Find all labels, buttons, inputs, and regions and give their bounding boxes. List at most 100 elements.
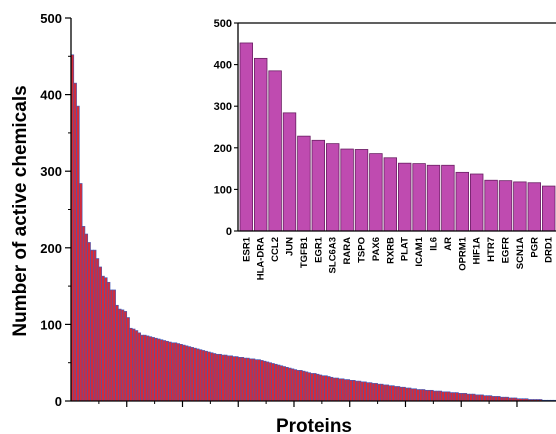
main-bar xyxy=(382,384,387,402)
inset-category-label: EGFR xyxy=(501,237,512,264)
main-bar xyxy=(313,373,317,402)
main-bar xyxy=(402,386,406,402)
inset-bar xyxy=(268,70,282,232)
main-bar xyxy=(112,289,116,402)
main-bar xyxy=(190,347,194,402)
main-bar xyxy=(257,359,261,402)
main-bar xyxy=(341,378,345,402)
main-bar xyxy=(271,363,275,402)
main-x-axis-title: Proteins xyxy=(276,416,352,434)
main-bar xyxy=(380,383,384,402)
main-bar xyxy=(274,363,278,402)
main-bar xyxy=(346,379,351,402)
main-bar xyxy=(224,354,228,402)
main-bar xyxy=(355,380,359,402)
main-bar xyxy=(391,385,395,402)
main-bars xyxy=(70,54,556,402)
main-bar xyxy=(338,378,342,402)
main-bar xyxy=(132,328,136,402)
main-bar xyxy=(419,389,423,402)
inset-category-label: ESR1 xyxy=(241,236,252,262)
inset-chart: 0 100 200 300 400 500 ESR1 HLA-DRA CCL2 JUN TGFB1… xyxy=(214,18,556,280)
inset-bar xyxy=(412,163,426,232)
main-bar xyxy=(491,396,495,402)
main-bar xyxy=(165,340,169,402)
main-bar xyxy=(201,350,206,402)
inset-category-label: PLAT xyxy=(400,237,411,261)
main-y-ticks: 0 100 200 300 400 500 xyxy=(40,11,71,409)
main-bar xyxy=(438,390,443,402)
inset-category-label: DRD1 xyxy=(544,236,555,263)
main-chart: 0 100 200 300 400 500 Proteins Number of acti… xyxy=(10,11,556,434)
main-bar xyxy=(463,393,468,402)
main-bar xyxy=(226,355,231,402)
main-bar xyxy=(207,351,211,402)
main-bar xyxy=(268,362,272,402)
inset-category-label: AR xyxy=(443,237,454,251)
main-bar xyxy=(357,380,362,402)
main-bar xyxy=(210,352,214,402)
main-bar xyxy=(363,381,367,402)
main-bar xyxy=(405,387,409,402)
main-bar xyxy=(299,370,303,402)
main-bar xyxy=(343,379,348,402)
main-bar xyxy=(148,336,153,402)
main-bar xyxy=(115,304,119,402)
inset-bar xyxy=(469,173,484,232)
main-bar xyxy=(93,249,97,402)
inset-category-label: OPRM1 xyxy=(457,236,468,271)
main-bar xyxy=(421,389,426,402)
main-bar xyxy=(477,394,482,402)
main-bar xyxy=(394,386,398,402)
main-y-tick-label: 200 xyxy=(40,241,62,256)
main-bar xyxy=(427,389,431,402)
inset-y-tick-label: 300 xyxy=(214,101,232,113)
inset-category-label: HTR7 xyxy=(486,237,497,262)
main-bar xyxy=(279,365,284,402)
main-bar xyxy=(173,342,178,402)
main-bar xyxy=(472,393,476,402)
main-bar xyxy=(249,358,253,402)
main-bar xyxy=(360,381,364,402)
main-y-axis-title: Number of active chemicals xyxy=(10,85,31,336)
main-bar xyxy=(446,391,451,402)
main-bar xyxy=(179,344,183,402)
inset-y-tick-label: 100 xyxy=(214,184,232,196)
main-bar xyxy=(168,341,172,402)
main-bar xyxy=(123,311,128,402)
main-bar xyxy=(385,384,390,402)
main-bar xyxy=(321,375,325,402)
main-bar xyxy=(377,383,381,402)
main-bar xyxy=(374,383,378,402)
inset-bar xyxy=(282,112,297,232)
main-bar xyxy=(162,340,167,402)
main-bar xyxy=(243,357,247,402)
inset-y-tick-label: 0 xyxy=(226,226,232,238)
main-y-tick-label: 500 xyxy=(40,11,62,26)
main-bar xyxy=(483,395,487,402)
inset-category-label: RARA xyxy=(342,237,353,265)
main-bar xyxy=(221,354,225,402)
inset-category-label: TSPO xyxy=(357,237,368,263)
main-bar xyxy=(198,349,203,402)
main-bar xyxy=(109,289,114,402)
main-bar xyxy=(424,389,429,402)
main-bar xyxy=(444,391,448,402)
main-bar xyxy=(416,389,420,402)
main-bar xyxy=(118,308,122,402)
main-bar xyxy=(288,367,292,402)
main-bar xyxy=(235,356,239,402)
inset-bar xyxy=(340,148,354,232)
main-bar xyxy=(184,345,189,402)
main-bar xyxy=(76,105,80,402)
inset-bar xyxy=(354,149,369,232)
main-bar xyxy=(455,392,459,402)
main-bar xyxy=(290,368,295,402)
main-x-ticks xyxy=(98,401,518,407)
main-bar xyxy=(151,337,155,402)
inset-category-label: CCL2 xyxy=(270,237,281,262)
main-bar xyxy=(182,344,186,402)
main-bar xyxy=(134,330,139,402)
main-bar xyxy=(413,388,417,402)
